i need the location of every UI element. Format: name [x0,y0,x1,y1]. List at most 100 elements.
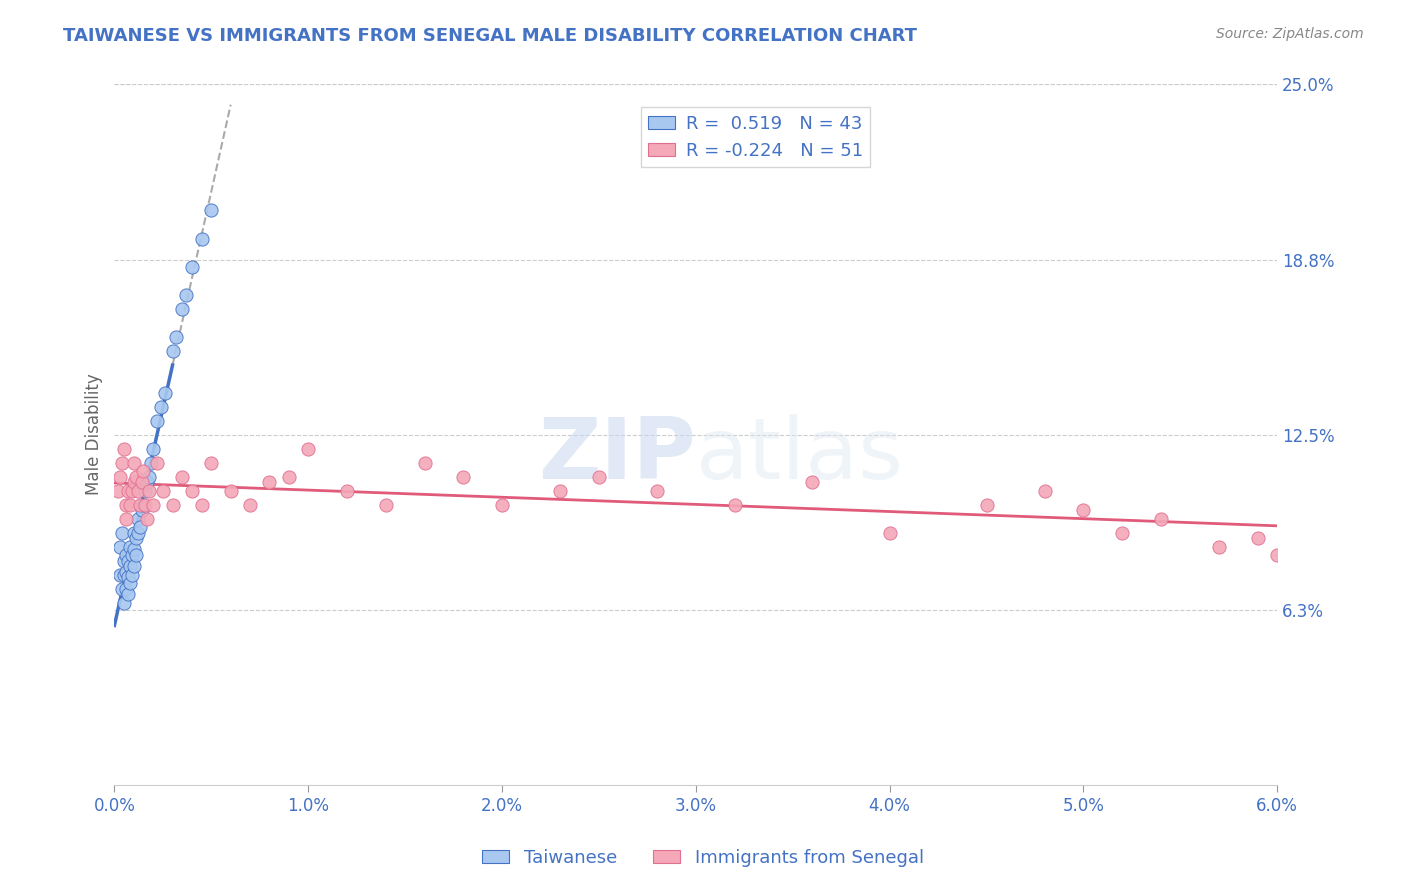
Point [239,498,262,512]
Point [413,456,436,470]
Point [115,511,138,525]
Point [115,582,138,596]
Point [190,498,212,512]
Text: Source: ZipAtlas.com: Source: ZipAtlas.com [1216,27,1364,41]
Point [336,483,359,498]
Point [801,475,824,490]
Point [127,525,149,540]
Point [134,483,156,498]
Point [174,287,197,301]
Point [115,565,138,579]
Point [125,469,148,483]
Point [136,475,159,490]
Point [1111,525,1133,540]
Point [1150,511,1173,525]
Point [110,567,132,582]
Point [111,525,134,540]
Point [297,442,319,456]
Point [162,343,184,358]
Point [118,576,141,591]
Point [128,498,150,512]
Point [142,498,165,512]
Point [219,483,242,498]
Point [1247,531,1270,545]
Point [122,456,145,470]
Point [162,498,184,512]
Y-axis label: Male Disability: Male Disability [86,374,103,495]
Point [1208,540,1230,554]
Text: atlas: atlas [696,414,904,497]
Point [131,503,153,517]
Point [125,531,148,545]
Point [645,483,668,498]
Point [110,540,132,554]
Point [451,469,474,483]
Text: TAIWANESE VS IMMIGRANTS FROM SENEGAL MALE DISABILITY CORRELATION CHART: TAIWANESE VS IMMIGRANTS FROM SENEGAL MAL… [63,27,917,45]
Point [374,498,396,512]
Point [172,301,194,316]
Point [491,498,513,512]
Point [879,525,901,540]
Point [259,475,281,490]
Point [136,511,159,525]
Point [1033,483,1056,498]
Point [190,231,212,245]
Point [111,582,134,596]
Point [118,559,141,574]
Point [117,483,139,498]
Point [976,498,998,512]
Point [111,456,134,470]
Point [141,456,163,470]
Point [138,483,160,498]
Point [588,469,610,483]
Text: ZIP: ZIP [538,414,696,497]
Point [1265,548,1288,562]
Point [115,498,138,512]
Point [118,498,141,512]
Point [112,554,135,568]
Point [172,469,194,483]
Point [122,475,145,490]
Point [131,475,153,490]
Point [548,483,571,498]
Point [125,548,148,562]
Point [277,469,299,483]
Point [152,483,174,498]
Point [121,567,143,582]
Point [1073,503,1095,517]
Point [107,483,129,498]
Point [153,385,176,400]
Point [121,483,143,498]
Point [132,498,155,512]
Point [117,587,139,601]
Point [200,203,222,218]
Point [112,442,135,456]
Point [142,442,165,456]
Point [127,483,149,498]
Point [127,511,149,525]
Point [134,498,156,512]
Point [117,570,139,584]
Point [115,548,138,562]
Point [149,400,172,414]
Point [128,520,150,534]
Point [200,456,222,470]
Legend: Taiwanese, Immigrants from Senegal: Taiwanese, Immigrants from Senegal [475,842,931,874]
Point [723,498,745,512]
Point [181,260,204,274]
Point [146,414,169,428]
Point [181,483,204,498]
Point [132,464,155,478]
Point [165,329,187,343]
Point [138,469,160,483]
Point [118,540,141,554]
Point [110,469,132,483]
Point [146,456,169,470]
Point [117,554,139,568]
Point [112,567,135,582]
Point [122,559,145,574]
Legend: R =  0.519   N = 43, R = -0.224   N = 51: R = 0.519 N = 43, R = -0.224 N = 51 [641,107,870,167]
Point [122,525,145,540]
Point [122,542,145,557]
Point [112,596,135,610]
